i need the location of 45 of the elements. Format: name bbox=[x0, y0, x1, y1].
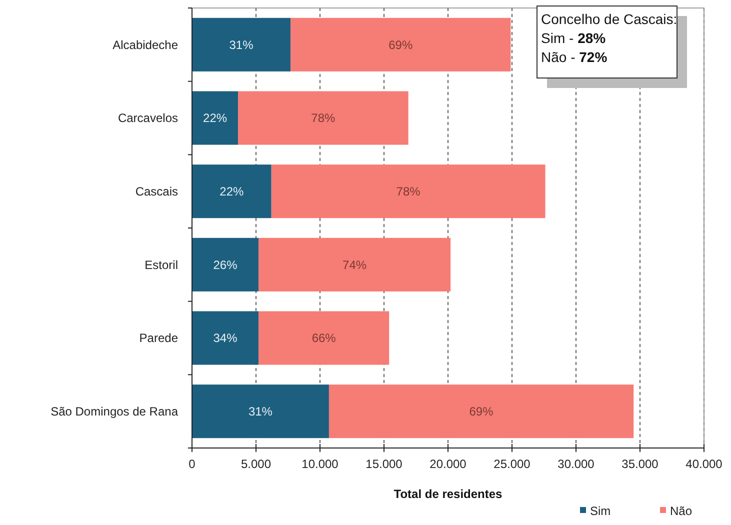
legend-label: Sim bbox=[590, 504, 611, 518]
x-tick-label: 0 bbox=[188, 457, 196, 471]
x-tick-label: 20.000 bbox=[430, 457, 467, 471]
annotation: Concelho de Cascais: bbox=[541, 11, 678, 27]
bar bbox=[271, 164, 546, 218]
y-tick-label: Estoril bbox=[144, 258, 178, 272]
annotation: 31% bbox=[229, 38, 254, 52]
annotation: 31% bbox=[248, 404, 273, 419]
annotation: Não - 72% bbox=[541, 49, 608, 65]
y-tick-label: Cascais bbox=[135, 184, 178, 199]
x-tick-label: 15.000 bbox=[366, 457, 403, 471]
x-tick-label: 25.000 bbox=[494, 457, 531, 471]
bar bbox=[258, 311, 390, 365]
bar bbox=[192, 91, 238, 145]
x-tick-label: 5.000 bbox=[240, 457, 272, 471]
annotation: 22% bbox=[203, 111, 228, 126]
annotation: 74% bbox=[342, 258, 367, 272]
annotation: 69% bbox=[388, 38, 413, 52]
annotation: 78% bbox=[396, 184, 421, 199]
x-tick-label: 10.000 bbox=[302, 457, 339, 471]
bar bbox=[290, 18, 511, 72]
bar bbox=[192, 18, 291, 72]
annotation: Sim - 28% bbox=[541, 30, 606, 46]
bar bbox=[192, 311, 259, 365]
annotation: 22% bbox=[220, 184, 244, 199]
x-axis-title: Total de residentes bbox=[394, 487, 503, 501]
bar bbox=[192, 384, 329, 438]
y-tick-label: Parede bbox=[139, 331, 178, 346]
bar bbox=[328, 384, 634, 438]
annotation: 66% bbox=[312, 331, 336, 346]
bar bbox=[258, 238, 451, 292]
y-tick-label: Carcavelos bbox=[118, 111, 178, 126]
annotation: 69% bbox=[469, 404, 494, 419]
bar bbox=[192, 164, 272, 218]
x-tick-label: 35.000 bbox=[622, 457, 659, 471]
y-tick-label: São Domingos de Rana bbox=[50, 404, 178, 419]
annotation: 34% bbox=[213, 331, 238, 346]
bar bbox=[238, 91, 408, 145]
annotation: 78% bbox=[311, 111, 336, 126]
x-tick-label: 40.000 bbox=[686, 457, 723, 471]
y-tick-label: Alcabideche bbox=[112, 38, 178, 52]
bar bbox=[192, 238, 259, 292]
annotation: 26% bbox=[213, 258, 238, 272]
x-tick-label: 30.000 bbox=[558, 457, 595, 471]
legend-label: Não bbox=[670, 504, 692, 518]
